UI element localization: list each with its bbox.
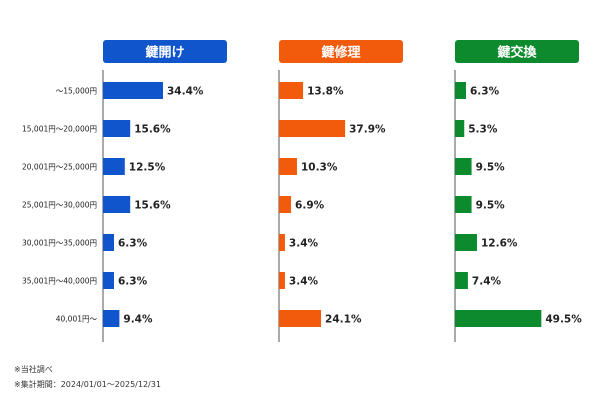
bar bbox=[103, 120, 131, 137]
category-label: 20,001円～25,000円 bbox=[22, 163, 97, 172]
bar bbox=[455, 82, 466, 99]
category-label: 40,001円～ bbox=[56, 315, 98, 324]
data-label: 13.8% bbox=[307, 86, 344, 98]
data-label: 15.6% bbox=[134, 124, 171, 136]
note-source: ※当社調べ bbox=[14, 365, 53, 374]
bar bbox=[103, 234, 114, 251]
bar bbox=[279, 120, 346, 137]
data-label: 49.5% bbox=[545, 314, 582, 326]
category-label: 15,001円～20,000円 bbox=[22, 125, 97, 134]
data-label: 34.4% bbox=[167, 86, 204, 98]
data-label: 7.4% bbox=[472, 276, 502, 288]
bar bbox=[455, 196, 472, 213]
category-label: 30,001円～35,000円 bbox=[22, 239, 97, 248]
bar bbox=[455, 120, 465, 137]
bar bbox=[103, 158, 125, 175]
bar bbox=[279, 158, 297, 175]
bar bbox=[103, 310, 120, 327]
data-label: 6.3% bbox=[118, 238, 148, 250]
data-label: 37.9% bbox=[349, 124, 386, 136]
category-label: 35,001円～40,000円 bbox=[22, 277, 97, 286]
series-header-2 bbox=[455, 40, 579, 63]
data-label: 9.4% bbox=[123, 314, 153, 326]
data-label: 9.5% bbox=[476, 200, 506, 212]
bar bbox=[103, 196, 131, 213]
data-label: 24.1% bbox=[325, 314, 362, 326]
data-label: 12.5% bbox=[129, 162, 166, 174]
series-name: 鍵修理 bbox=[321, 45, 360, 61]
bar bbox=[103, 82, 163, 99]
series-name: 鍵開け bbox=[145, 45, 184, 61]
data-label: 6.3% bbox=[470, 86, 500, 98]
bar bbox=[279, 272, 285, 289]
bar bbox=[455, 158, 472, 175]
chart-notes: ※当社調べ ※集計期間：2024/01/01～2025/12/31 bbox=[14, 362, 161, 392]
bar bbox=[455, 310, 542, 327]
data-label: 9.5% bbox=[476, 162, 506, 174]
series-header-1 bbox=[279, 40, 403, 63]
data-label: 15.6% bbox=[134, 200, 171, 212]
bar bbox=[103, 272, 114, 289]
bar bbox=[279, 196, 292, 213]
series-name: 鍵交換 bbox=[497, 45, 537, 61]
data-label: 12.6% bbox=[481, 238, 518, 250]
bar bbox=[455, 234, 477, 251]
bar bbox=[279, 310, 322, 327]
category-label: ～15,000円 bbox=[56, 87, 97, 96]
data-label: 5.3% bbox=[468, 124, 498, 136]
bar bbox=[455, 272, 468, 289]
data-label: 3.4% bbox=[289, 238, 319, 250]
series-header-0 bbox=[103, 40, 227, 63]
data-label: 10.3% bbox=[301, 162, 338, 174]
bar bbox=[279, 234, 285, 251]
note-period: ※集計期間：2024/01/01～2025/12/31 bbox=[14, 380, 161, 389]
data-label: 6.9% bbox=[295, 200, 325, 212]
bar bbox=[279, 82, 304, 99]
category-label: 25,001円～30,000円 bbox=[22, 201, 97, 210]
data-label: 3.4% bbox=[289, 276, 319, 288]
data-label: 6.3% bbox=[118, 276, 148, 288]
